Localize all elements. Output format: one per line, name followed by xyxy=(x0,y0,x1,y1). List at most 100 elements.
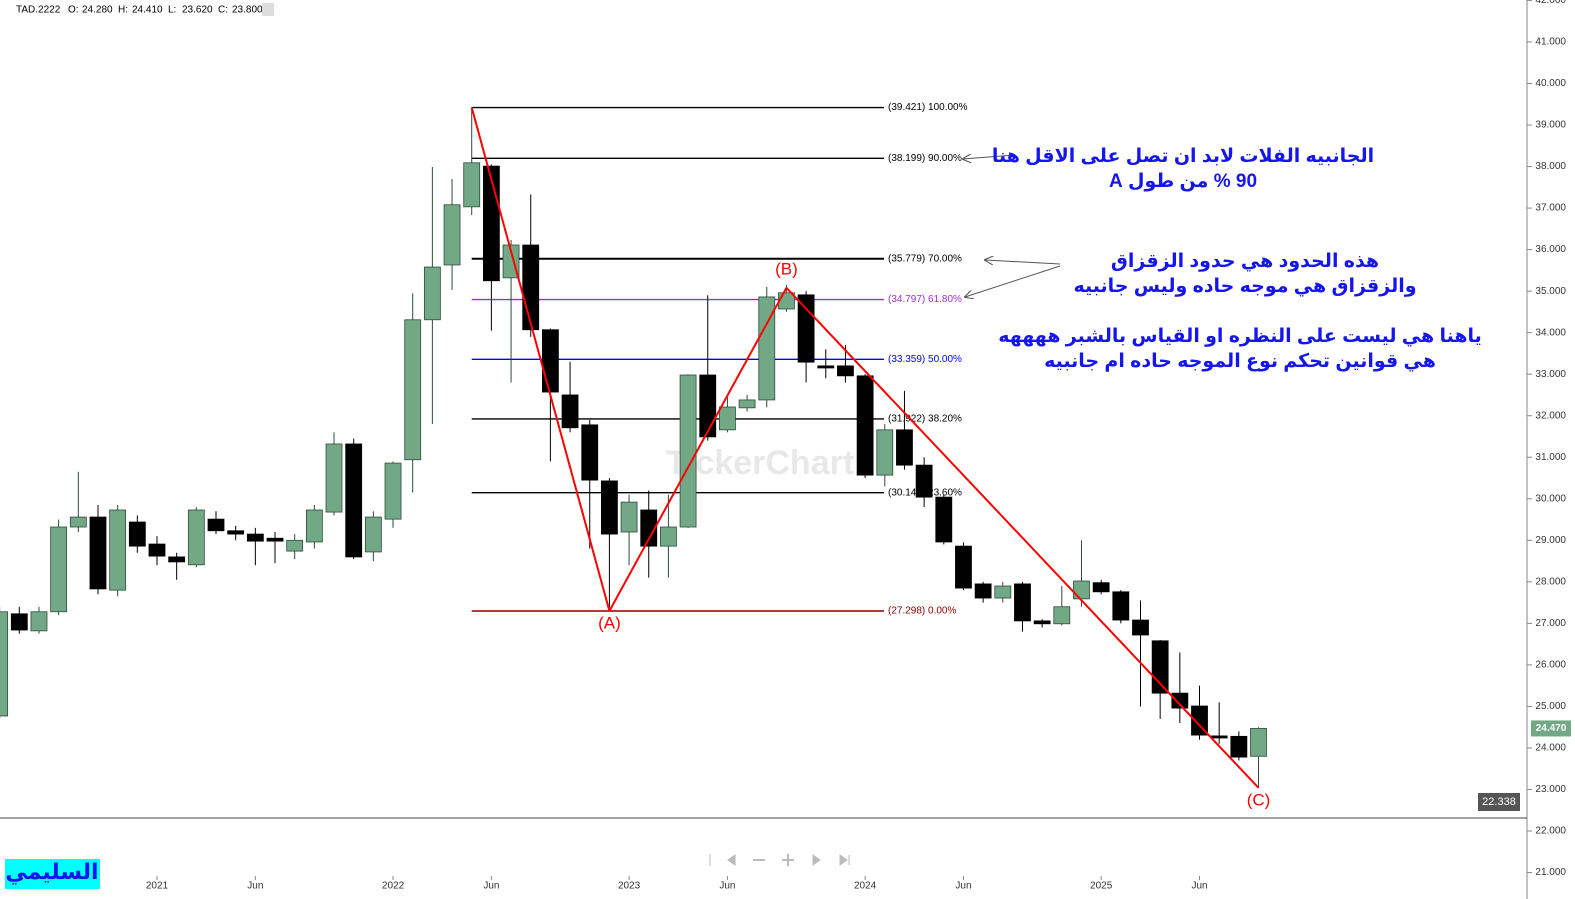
candle-body xyxy=(522,244,540,331)
candle-body xyxy=(1014,583,1031,622)
y-tick-label: 42.000 xyxy=(1535,0,1566,6)
y-tick-label: 40.000 xyxy=(1535,78,1566,89)
candle-body xyxy=(876,429,894,476)
candle xyxy=(266,532,284,564)
fib-label: (27.298) 0.00% xyxy=(888,606,956,617)
nav-right[interactable] xyxy=(812,854,821,866)
y-tick-label: 33.000 xyxy=(1535,369,1566,380)
fib-label: (31.922) 38.20% xyxy=(888,414,962,425)
annotation: 90 % من طول A xyxy=(1109,171,1257,192)
candle-body xyxy=(69,516,87,528)
candle xyxy=(1092,579,1110,595)
candle-body xyxy=(541,329,559,393)
candle xyxy=(246,527,264,566)
y-tick-label: 26.000 xyxy=(1535,660,1566,671)
candle-body xyxy=(187,509,205,566)
candle xyxy=(10,606,28,634)
candle-body xyxy=(994,585,1012,599)
candle-body xyxy=(30,611,48,632)
candle xyxy=(148,536,166,566)
y-tick-label: 41.000 xyxy=(1535,37,1566,48)
candle-body xyxy=(640,509,658,547)
candle xyxy=(1014,581,1031,632)
candle-body xyxy=(935,496,953,543)
annotation: الجانبيه الفلات لابد ان تصل على الاقل هن… xyxy=(992,146,1374,167)
candle xyxy=(404,293,422,493)
last-price-label: 24.470 xyxy=(1536,723,1567,734)
candle-body xyxy=(128,521,146,547)
candle xyxy=(30,606,48,634)
candle-body xyxy=(856,375,874,476)
candle-body xyxy=(10,613,28,631)
candle xyxy=(109,505,127,597)
candle-body xyxy=(443,204,461,266)
candle xyxy=(286,534,304,560)
arrow xyxy=(963,155,1016,159)
fib-label: (33.359) 50.00% xyxy=(888,354,962,365)
x-tick-label: Jun xyxy=(719,881,735,892)
candle xyxy=(955,542,972,591)
header-button[interactable] xyxy=(262,3,274,16)
symbol: TAD.2222 xyxy=(16,5,61,16)
candle xyxy=(758,286,776,408)
candle xyxy=(1250,727,1267,788)
candle xyxy=(1053,585,1071,626)
y-tick-label: 28.000 xyxy=(1535,576,1566,587)
candle-body xyxy=(482,165,500,282)
x-tick-label: 2021 xyxy=(146,881,169,892)
candle-body xyxy=(1250,728,1267,757)
candle xyxy=(0,606,9,719)
x-tick-label: 2024 xyxy=(854,881,877,892)
candle-body xyxy=(660,526,677,547)
last-price-tag xyxy=(1531,720,1571,737)
candle xyxy=(935,494,953,545)
y-tick-label: 31.000 xyxy=(1535,452,1566,463)
candle xyxy=(660,494,677,578)
fib-label: (34.797) 61.80% xyxy=(888,294,962,305)
candle-body xyxy=(463,162,481,208)
nav-left[interactable] xyxy=(727,854,736,866)
candle xyxy=(69,471,87,533)
wave-label: (C) xyxy=(1247,790,1271,809)
y-tick-label: 24.000 xyxy=(1535,743,1566,754)
arrows xyxy=(963,155,1061,297)
wave-label: (A) xyxy=(598,613,621,632)
arrow xyxy=(965,265,1061,297)
candle-body xyxy=(699,374,717,438)
author: السليمي xyxy=(5,859,98,885)
y-tick-label: 32.000 xyxy=(1535,410,1566,421)
candle-body xyxy=(89,516,107,590)
y-tick-label: 23.000 xyxy=(1535,784,1566,795)
candle-body xyxy=(915,464,933,498)
candle xyxy=(187,507,205,568)
y-tick-label: 35.000 xyxy=(1535,286,1566,297)
y-tick-label: 39.000 xyxy=(1535,120,1566,131)
candle xyxy=(384,461,402,528)
ohlc-key: L: xyxy=(168,5,176,16)
candle-body xyxy=(168,556,186,563)
candle-body xyxy=(679,374,697,528)
candle-body xyxy=(1053,606,1071,625)
candle-body xyxy=(955,545,972,589)
candle-body xyxy=(1073,580,1090,600)
candle-body xyxy=(1132,619,1149,636)
candle xyxy=(345,438,363,560)
candle xyxy=(1191,685,1208,740)
nav-end[interactable] xyxy=(839,854,850,866)
candle xyxy=(719,394,736,433)
candle-body xyxy=(581,424,599,481)
candle-body xyxy=(325,443,343,513)
candle xyxy=(974,581,992,603)
nav-zoom-in[interactable] xyxy=(782,854,794,866)
arrow xyxy=(985,260,1061,264)
candle xyxy=(699,295,717,441)
ohlc-value: 24.280 xyxy=(82,5,113,16)
candle xyxy=(364,511,382,562)
candle xyxy=(640,490,658,578)
candle xyxy=(305,505,323,549)
candle xyxy=(227,525,245,541)
x-tick-label: Jun xyxy=(955,881,971,892)
